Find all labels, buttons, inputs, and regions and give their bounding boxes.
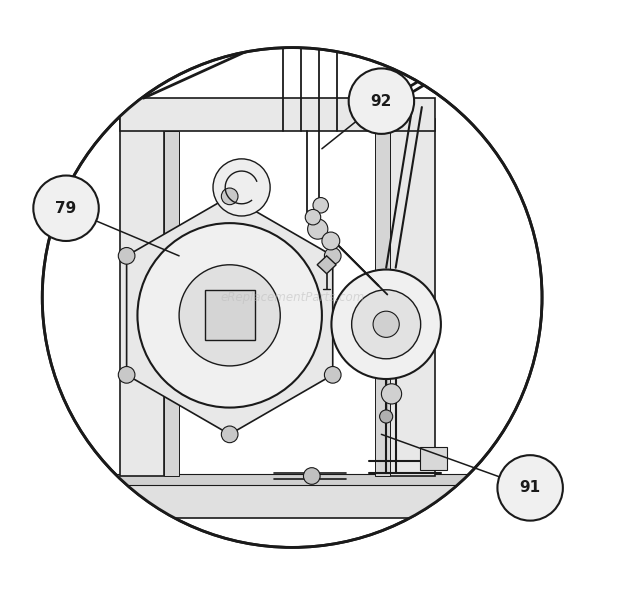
- Bar: [376, 131, 391, 476]
- Circle shape: [303, 468, 320, 484]
- Polygon shape: [126, 196, 333, 434]
- Bar: [120, 119, 164, 476]
- Bar: [164, 131, 179, 476]
- Circle shape: [497, 455, 563, 521]
- Circle shape: [332, 270, 441, 379]
- Bar: [108, 485, 512, 518]
- Circle shape: [138, 223, 322, 408]
- Circle shape: [33, 176, 99, 241]
- Circle shape: [352, 290, 420, 359]
- Circle shape: [324, 367, 341, 383]
- Circle shape: [42, 48, 542, 547]
- Circle shape: [221, 188, 238, 205]
- Circle shape: [348, 68, 414, 134]
- Circle shape: [118, 367, 135, 383]
- Circle shape: [322, 232, 340, 250]
- Circle shape: [118, 248, 135, 264]
- Circle shape: [42, 48, 542, 547]
- Text: eReplacementParts.com: eReplacementParts.com: [220, 291, 365, 304]
- Circle shape: [179, 265, 280, 366]
- Circle shape: [221, 426, 238, 443]
- Circle shape: [324, 248, 341, 264]
- Circle shape: [313, 198, 329, 213]
- Bar: [120, 98, 435, 131]
- Bar: [205, 290, 255, 340]
- Circle shape: [305, 209, 321, 225]
- Bar: [420, 447, 447, 470]
- Circle shape: [379, 410, 392, 423]
- Text: 91: 91: [520, 480, 541, 496]
- Bar: [391, 119, 435, 476]
- Polygon shape: [317, 256, 336, 274]
- Circle shape: [213, 159, 270, 216]
- Circle shape: [308, 219, 328, 239]
- Text: 79: 79: [55, 201, 77, 216]
- Circle shape: [381, 384, 402, 404]
- Text: 92: 92: [371, 93, 392, 109]
- Circle shape: [373, 311, 399, 337]
- Bar: [108, 474, 512, 485]
